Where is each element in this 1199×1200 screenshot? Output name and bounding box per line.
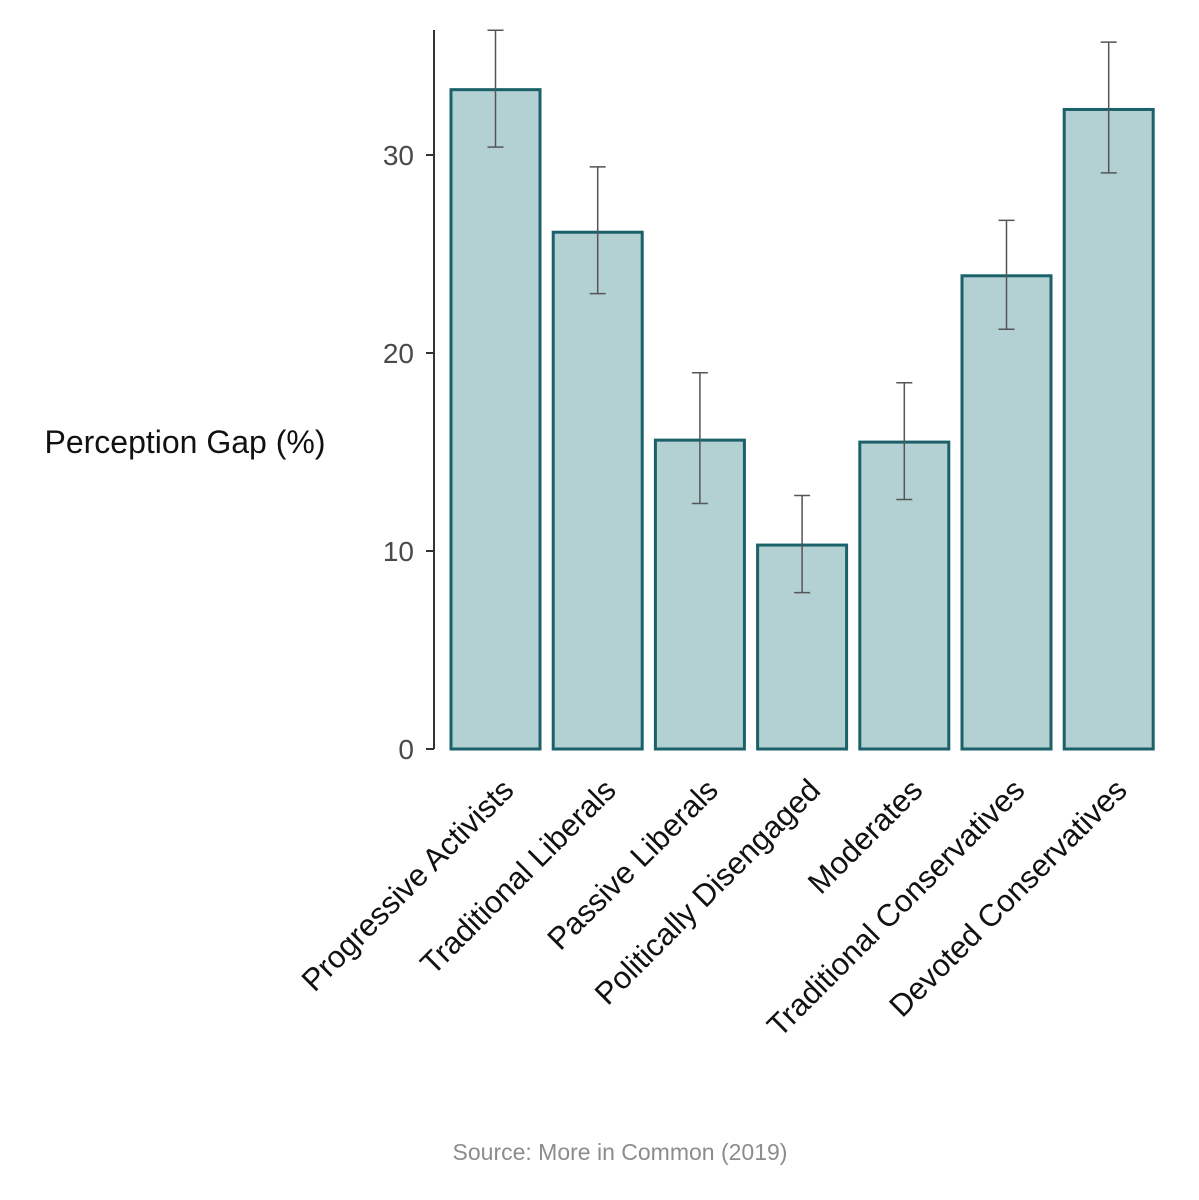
bars-layer [449, 88, 1155, 751]
x-category-label: Passive Liberals [540, 772, 724, 956]
bar [449, 88, 542, 751]
error-bar [1100, 41, 1117, 174]
source-note: Source: More in Common (2019) [453, 1139, 788, 1165]
error-bar [691, 372, 708, 505]
error-bar [794, 494, 811, 594]
y-tick-label: 10 [383, 536, 414, 567]
y-tick-label: 0 [398, 734, 414, 765]
error-bar [487, 29, 504, 148]
error-bar [589, 166, 606, 295]
bar [1062, 107, 1155, 751]
bar [551, 230, 644, 751]
y-tick-label: 30 [383, 140, 414, 171]
bar [960, 274, 1053, 751]
y-tick-label: 20 [383, 338, 414, 369]
y-axis: 0 10 20 30 [383, 30, 435, 765]
y-axis-label: Perception Gap (%) [44, 424, 325, 460]
error-bar [998, 219, 1015, 330]
x-category-label: Traditional Liberals [414, 772, 623, 981]
error-bars-layer [487, 29, 1117, 594]
error-bar [896, 381, 913, 501]
